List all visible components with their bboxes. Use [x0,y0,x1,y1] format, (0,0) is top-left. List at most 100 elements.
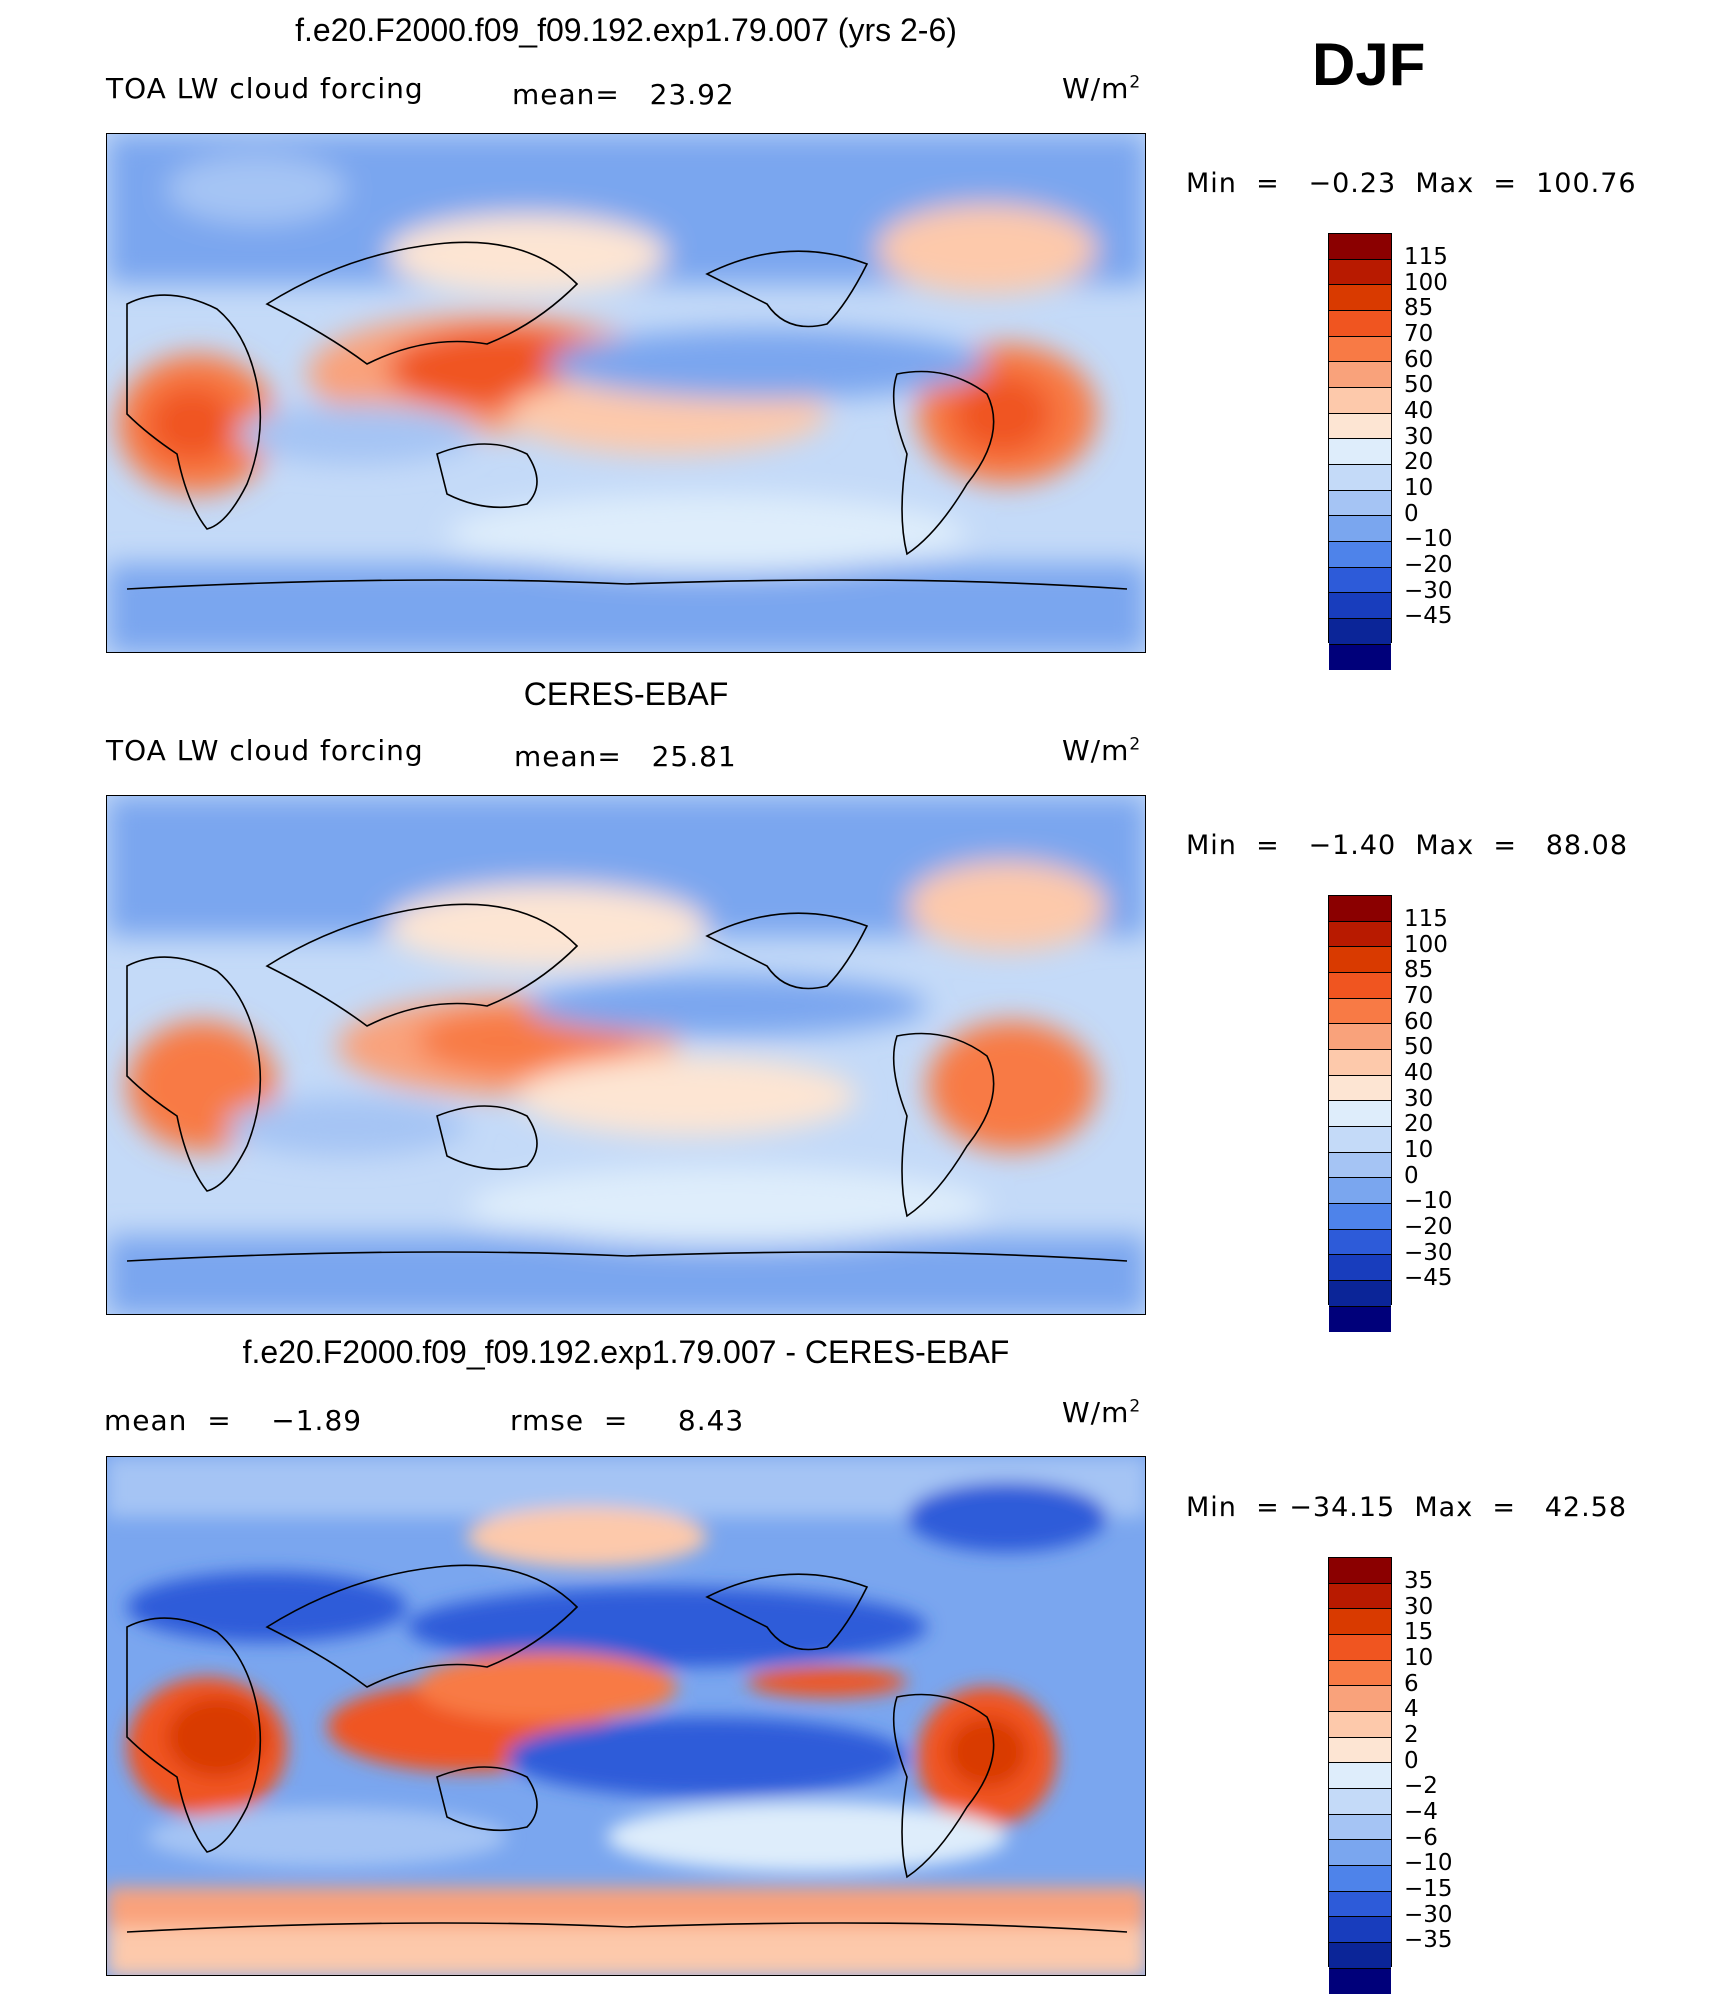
colorbar-swatch [1329,619,1391,645]
colorbar-swatch [1329,491,1391,517]
panel-2-variable: TOA LW cloud forcing [106,734,424,767]
panel-3-mean: mean = −1.89 [104,1404,362,1437]
colorbar-swatch [1329,1076,1391,1102]
colorbar-label: 70 [1404,322,1453,348]
colorbar-swatch [1329,1230,1391,1256]
colorbar-swatch [1329,1738,1391,1764]
colorbar-swatch [1329,1917,1391,1943]
colorbar-label: 50 [1404,373,1453,399]
colorbar-label: 35 [1404,1569,1453,1595]
colorbar-swatch [1329,1866,1391,1892]
colorbar-label: 15 [1404,1620,1453,1646]
colorbar-label: 100 [1404,271,1453,297]
colorbar-label: −10 [1404,1851,1453,1877]
panel-3-rmse: rmse = 8.43 [510,1404,744,1437]
panel-1-map [106,133,1146,653]
panel-2-field [107,796,1146,1315]
colorbar-swatch [1329,1789,1391,1815]
colorbar-label: 70 [1404,984,1453,1010]
colorbar-swatch [1329,260,1391,286]
panel-1-variable: TOA LW cloud forcing [106,72,424,105]
colorbar-label: −45 [1404,604,1453,630]
colorbar-swatch [1329,1024,1391,1050]
colorbar-swatch [1329,1943,1391,1969]
colorbar-label: 10 [1404,1646,1453,1672]
colorbar-label: 0 [1404,1164,1453,1190]
colorbar-swatch [1329,1178,1391,1204]
colorbar-label: 0 [1404,502,1453,528]
colorbar-swatch [1329,311,1391,337]
colorbar-swatch [1329,1661,1391,1687]
colorbar-label: 100 [1404,933,1453,959]
colorbar-swatch [1329,593,1391,619]
colorbar-swatch [1329,1686,1391,1712]
colorbar-label: −45 [1404,1266,1453,1292]
colorbar-label: −10 [1404,527,1453,553]
panel-1-field [107,134,1146,653]
colorbar-swatch [1329,388,1391,414]
colorbar-swatch [1329,568,1391,594]
colorbar-label: 85 [1404,958,1453,984]
colorbar-swatch [1329,465,1391,491]
colorbar-label: 115 [1404,245,1453,271]
colorbar-label: 115 [1404,907,1453,933]
colorbar-label: 40 [1404,399,1453,425]
colorbar-label: 60 [1404,1010,1453,1036]
colorbar-label: −30 [1404,579,1453,605]
colorbar-label: 0 [1404,1749,1453,1775]
colorbar-label: 40 [1404,1061,1453,1087]
panel-2-map [106,795,1146,1315]
colorbar-label: 30 [1404,1595,1453,1621]
panel-3-map [106,1456,1146,1976]
panel-1-minmax: Min = −0.23 Max = 100.76 [1186,168,1637,199]
colorbar-swatch [1329,1204,1391,1230]
colorbar-label: 50 [1404,1035,1453,1061]
colorbar-swatch [1329,973,1391,999]
panel-2-colorbar [1328,895,1392,1305]
panel-3-title: f.e20.F2000.f09_f09.192.exp1.79.007 - CE… [106,1334,1146,1371]
colorbar-swatch [1329,896,1391,922]
panel-2-title: CERES-EBAF [106,676,1146,713]
colorbar-label: 85 [1404,296,1453,322]
colorbar-label: −2 [1404,1774,1453,1800]
colorbar-label: −20 [1404,553,1453,579]
colorbar-swatch [1329,999,1391,1025]
colorbar-swatch [1329,362,1391,388]
colorbar-swatch [1329,1815,1391,1841]
panel-2-minmax: Min = −1.40 Max = 88.08 [1186,830,1628,861]
colorbar-swatch [1329,645,1391,671]
colorbar-swatch [1329,922,1391,948]
colorbar-label: 20 [1404,450,1453,476]
colorbar-swatch [1329,1635,1391,1661]
colorbar-label: −4 [1404,1800,1453,1826]
season-label: DJF [1312,30,1425,99]
colorbar-swatch [1329,414,1391,440]
colorbar-label: −6 [1404,1826,1453,1852]
colorbar-label: −15 [1404,1877,1453,1903]
colorbar-label: 60 [1404,348,1453,374]
colorbar-swatch [1329,1101,1391,1127]
colorbar-swatch [1329,1050,1391,1076]
panel-3-minmax: Min = −34.15 Max = 42.58 [1186,1492,1627,1523]
colorbar-swatch [1329,1969,1391,1994]
colorbar-swatch [1329,1281,1391,1307]
panel-1-mean: mean= 23.92 [512,78,735,111]
colorbar-label: 30 [1404,1087,1453,1113]
colorbar-swatch [1329,1840,1391,1866]
colorbar-swatch [1329,439,1391,465]
colorbar-swatch [1329,285,1391,311]
panel-2-mean: mean= 25.81 [514,740,737,773]
colorbar-label: −10 [1404,1189,1453,1215]
colorbar-label: 30 [1404,425,1453,451]
colorbar-swatch [1329,1127,1391,1153]
colorbar-swatch [1329,234,1391,260]
colorbar-label: 10 [1404,476,1453,502]
panel-1-units: W/m2 [1062,72,1141,105]
colorbar-swatch [1329,1307,1391,1333]
colorbar-label: 2 [1404,1723,1453,1749]
colorbar-label: 20 [1404,1112,1453,1138]
panel-3-colorbar [1328,1557,1392,1967]
